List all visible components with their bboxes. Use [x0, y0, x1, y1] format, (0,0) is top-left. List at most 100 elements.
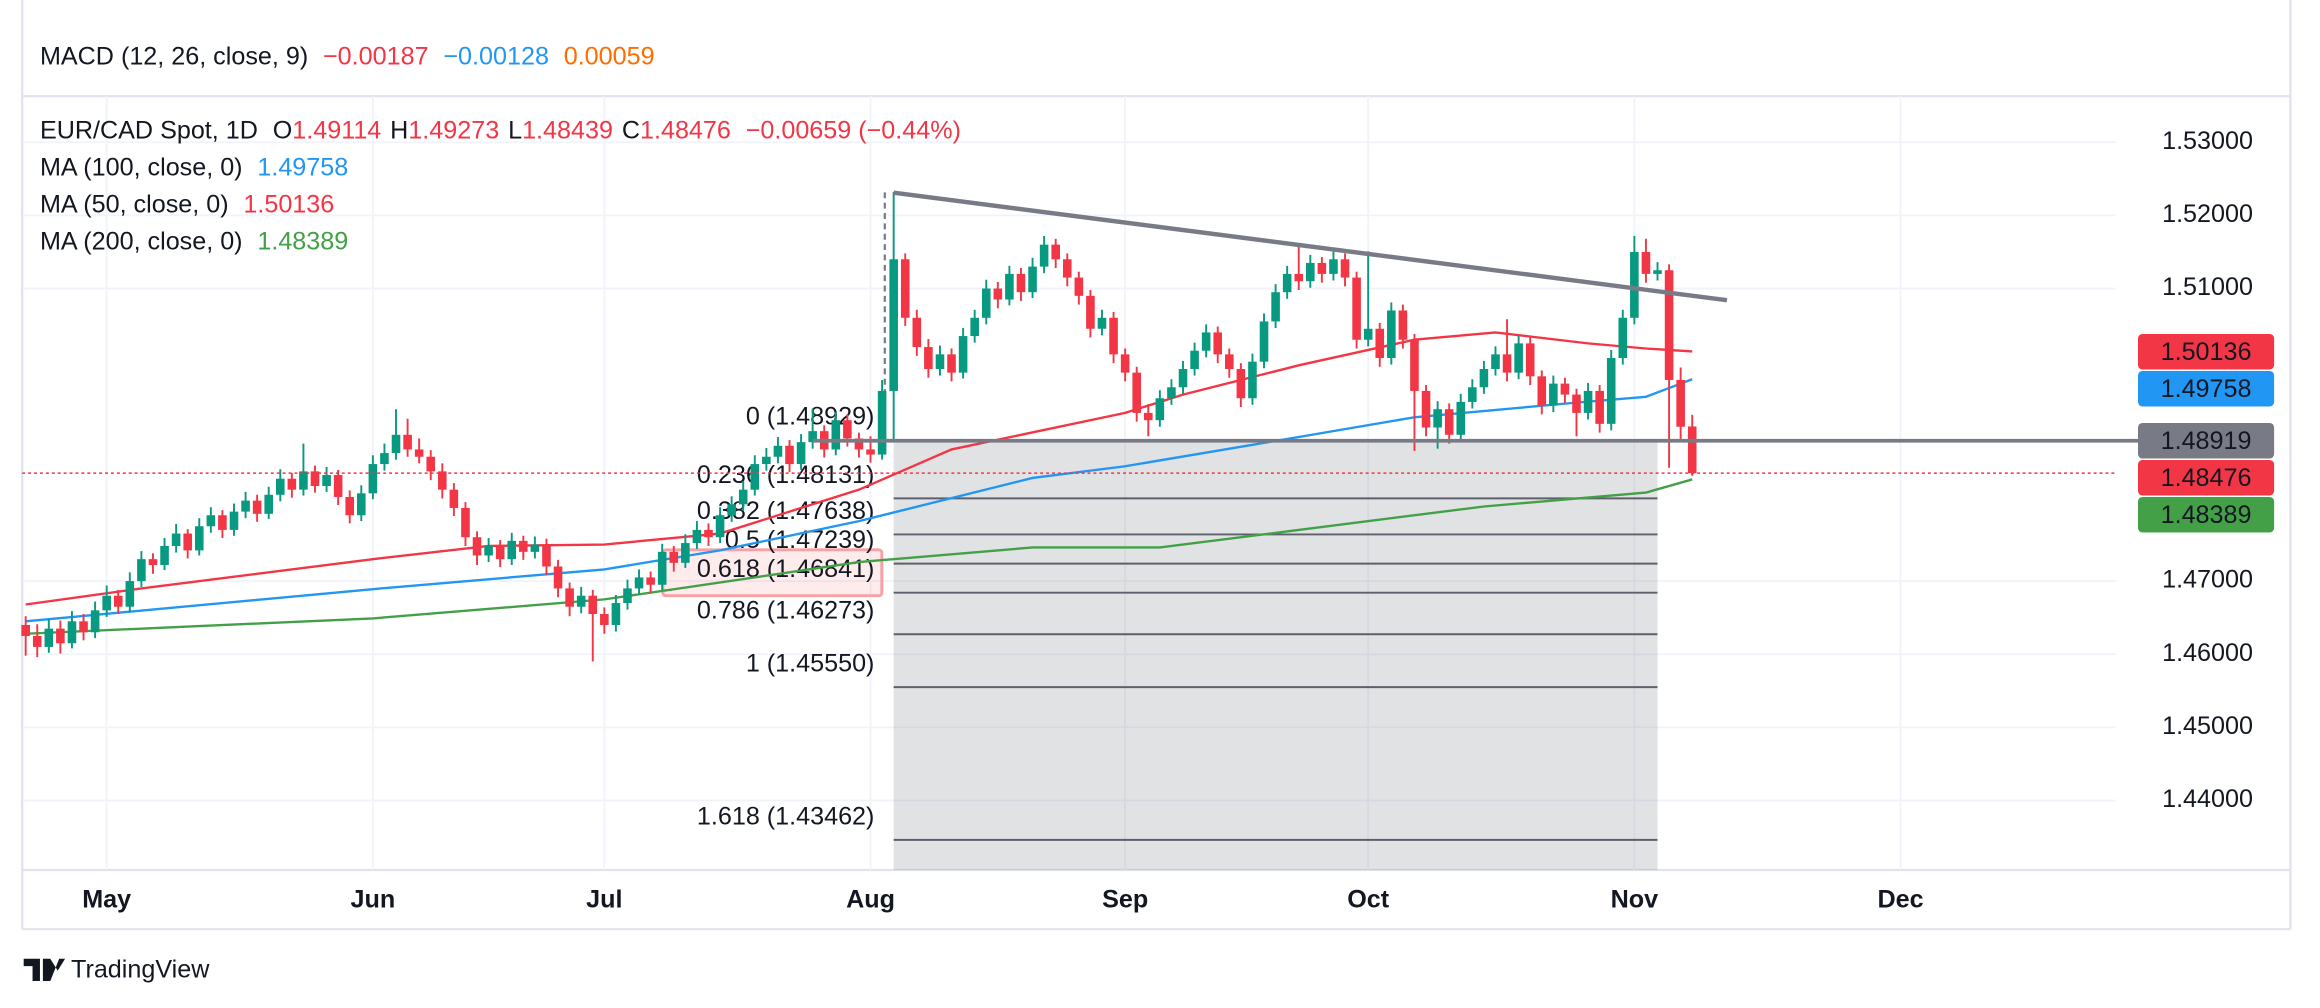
candle-body: [472, 537, 482, 556]
candle-body: [1525, 343, 1535, 377]
candle-body: [1155, 398, 1165, 421]
candle-body: [438, 471, 447, 490]
candle-body: [715, 515, 725, 538]
legend-text: C: [622, 116, 640, 144]
x-tick-label: Dec: [1877, 886, 1923, 914]
legend-row: MACD (12, 26, close, 9) −0.00187 −0.00128 0…: [40, 42, 655, 70]
candle-body: [1236, 368, 1246, 399]
candle-body: [368, 464, 378, 494]
candle-body: [981, 288, 991, 318]
candle-body: [611, 603, 621, 625]
price-tag-label: 1.50136: [2161, 338, 2252, 366]
fib-label: 0 (1.48929): [746, 402, 875, 430]
legend-text: 1.48476: [640, 116, 731, 144]
candle-body: [1225, 354, 1234, 369]
candle-body: [67, 621, 77, 644]
candle-body: [1398, 310, 1408, 340]
legend-text: −0.00187: [323, 42, 429, 70]
candle-body: [1051, 244, 1060, 260]
candle-body: [1491, 354, 1500, 369]
candle-body: [727, 504, 736, 516]
candle-body: [1375, 328, 1385, 359]
price-tag: [2138, 370, 2275, 407]
legend-text: O: [273, 116, 293, 144]
candle-body: [1653, 270, 1662, 274]
candle-body: [912, 317, 922, 348]
candle-body: [333, 475, 343, 497]
candle-body: [1178, 368, 1188, 388]
candle-body: [90, 610, 100, 633]
candle-body: [900, 259, 910, 318]
candle-body: [1630, 251, 1639, 318]
candle-body: [866, 449, 875, 455]
candle-body: [600, 614, 609, 625]
candle-body: [588, 595, 598, 615]
candle-body: [1005, 273, 1014, 300]
candle-body: [1213, 332, 1223, 355]
candle-body: [310, 471, 320, 487]
candle-body: [773, 445, 783, 457]
x-tick-label: Jun: [351, 886, 396, 914]
candle-body: [426, 456, 436, 472]
candle-body: [1306, 262, 1315, 282]
candle-body: [1502, 354, 1512, 373]
candle-body: [1549, 383, 1558, 406]
candle-body: [449, 489, 459, 508]
fib-label: 0.236 (1.48131): [697, 461, 875, 489]
candle-body: [935, 354, 945, 369]
candle-body: [657, 551, 667, 585]
candle-body: [958, 336, 968, 373]
candle-body: [1664, 270, 1674, 380]
fib-area: [893, 440, 1658, 870]
y-tick-label: 1.51000: [2162, 273, 2253, 301]
candle-body: [183, 533, 192, 551]
candle-body: [229, 511, 239, 530]
candle-body: [252, 500, 262, 514]
candle-body: [299, 471, 308, 490]
candle-body: [1294, 273, 1304, 282]
candle-body: [553, 566, 563, 589]
candle-body: [1039, 244, 1049, 267]
legend-row: MA (100, close, 0) 1.49758: [40, 153, 348, 181]
candle-body: [877, 390, 887, 455]
candle-body: [1468, 387, 1477, 402]
candle-body: [796, 442, 806, 465]
candle-body: [495, 545, 505, 560]
candle-body: [1618, 317, 1628, 359]
legend-text: L: [508, 116, 522, 144]
candle-body: [1687, 426, 1697, 474]
x-tick-label: Nov: [1611, 886, 1659, 914]
price-tag-label: 1.48389: [2161, 501, 2252, 529]
candle-body: [32, 635, 42, 647]
candle-body: [125, 581, 135, 607]
candle-body: [669, 551, 679, 563]
legend-text: −0.00128: [443, 42, 549, 70]
candle-body: [854, 438, 864, 450]
candle-body: [1329, 259, 1338, 274]
legend-text: 1.48439: [522, 116, 613, 144]
candle-body: [1143, 412, 1153, 421]
candle-body: [275, 478, 285, 495]
candle-body: [1606, 358, 1616, 424]
candle-body: [160, 545, 169, 566]
candle-body: [530, 544, 540, 552]
candle-body: [484, 545, 493, 556]
x-tick-label: Aug: [846, 886, 895, 914]
candle-body: [1583, 390, 1593, 413]
candle-body: [993, 288, 1003, 300]
y-tick-label: 1.52000: [2162, 200, 2253, 228]
fib-label: 1 (1.45550): [746, 650, 875, 678]
fib-label: 1.618 (1.43462): [697, 802, 875, 830]
y-tick-label: 1.44000: [2162, 785, 2253, 813]
candle-body: [1167, 387, 1176, 399]
candle-body: [21, 624, 30, 636]
candle-body: [1641, 251, 1651, 274]
candle-body: [322, 475, 331, 487]
candle-body: [1120, 354, 1130, 373]
candle-body: [947, 354, 956, 373]
candle-body: [1537, 376, 1547, 406]
candle-body: [1410, 339, 1419, 391]
legend-text: MA (200, close, 0): [40, 227, 243, 255]
